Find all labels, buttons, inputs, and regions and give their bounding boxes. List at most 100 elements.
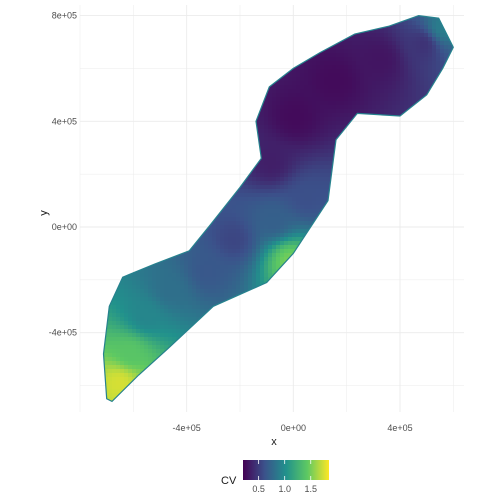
- cv-cell: [432, 177, 437, 182]
- cv-cell: [188, 109, 193, 114]
- cv-cell: [456, 125, 460, 129]
- cv-cell: [356, 81, 361, 86]
- cv-cell: [412, 69, 417, 74]
- cv-cell: [428, 177, 433, 182]
- cv-cell: [264, 73, 269, 78]
- cv-cell: [460, 93, 464, 97]
- cv-cell: [308, 125, 313, 130]
- cv-cell: [272, 105, 277, 110]
- cv-cell: [192, 61, 197, 66]
- cv-cell: [204, 137, 209, 142]
- cv-cell: [180, 209, 185, 214]
- cv-cell: [380, 41, 385, 46]
- cv-cell: [232, 137, 237, 142]
- cv-cell: [216, 17, 221, 22]
- cv-cell: [144, 105, 149, 110]
- cv-cell: [260, 41, 265, 46]
- cv-cell: [136, 145, 141, 150]
- cv-cell: [212, 157, 217, 162]
- cv-cell: [376, 73, 381, 78]
- cv-cell: [288, 149, 293, 154]
- cv-cell: [84, 165, 88, 169]
- cv-cell: [428, 97, 433, 102]
- cv-cell: [204, 197, 209, 202]
- cv-cell: [304, 165, 309, 170]
- cv-cell: [212, 161, 217, 166]
- cv-cell: [260, 93, 265, 98]
- cv-cell: [456, 21, 460, 25]
- cv-cell: [452, 173, 454, 178]
- cv-cell: [420, 157, 425, 162]
- cv-cell: [336, 65, 341, 70]
- cv-cell: [104, 93, 109, 98]
- cv-cell: [344, 33, 349, 38]
- cv-cell: [204, 45, 209, 50]
- cv-cell: [320, 25, 325, 30]
- cv-cell: [416, 173, 421, 178]
- cv-cell: [452, 85, 454, 90]
- cv-cell: [236, 189, 241, 194]
- cv-cell: [272, 157, 277, 162]
- cv-cell: [424, 197, 429, 202]
- cv-cell: [356, 145, 361, 150]
- cv-cell: [176, 77, 181, 82]
- cv-cell: [124, 209, 129, 214]
- cv-cell: [440, 113, 445, 118]
- cv-cell: [348, 73, 353, 78]
- cv-cell: [128, 197, 133, 202]
- cv-cell: [300, 69, 305, 74]
- cv-cell: [272, 49, 277, 54]
- cv-cell: [340, 53, 345, 58]
- cv-cell: [164, 165, 169, 170]
- cv-cell: [292, 53, 297, 58]
- cv-cell: [104, 17, 109, 22]
- cv-cell: [460, 65, 464, 69]
- cv-cell: [128, 185, 133, 190]
- cv-cell: [164, 205, 169, 210]
- cv-cell: [208, 85, 213, 90]
- cv-cell: [256, 89, 261, 94]
- cv-cell: [312, 33, 317, 38]
- cv-cell: [112, 65, 117, 70]
- cv-cell: [88, 17, 92, 21]
- cv-cell: [156, 81, 161, 86]
- cv-cell: [336, 145, 341, 150]
- cv-cell: [336, 97, 341, 102]
- cv-cell: [440, 161, 445, 166]
- cv-cell: [412, 89, 417, 94]
- cv-cell: [444, 169, 449, 174]
- cv-cell: [88, 61, 92, 65]
- cv-cell: [228, 165, 233, 170]
- cv-cell: [420, 137, 425, 142]
- cv-cell: [404, 157, 409, 162]
- cv-cell: [180, 33, 185, 38]
- cv-cell: [460, 53, 464, 57]
- cv-cell: [116, 161, 121, 166]
- cv-cell: [220, 181, 225, 186]
- cv-cell: [156, 25, 161, 30]
- cv-cell: [84, 137, 88, 141]
- cv-cell: [224, 177, 229, 182]
- cv-cell: [220, 53, 225, 58]
- cv-cell: [452, 105, 454, 110]
- cv-cell: [140, 41, 145, 46]
- cv-cell: [92, 105, 96, 109]
- cv-cell: [404, 97, 409, 102]
- cv-cell: [436, 181, 441, 186]
- cv-cell: [236, 89, 241, 94]
- cv-cell: [224, 189, 229, 194]
- cv-cell: [408, 33, 413, 38]
- cv-cell: [96, 25, 100, 29]
- cv-cell: [188, 125, 193, 130]
- cv-cell: [188, 149, 193, 154]
- cv-cell: [224, 81, 229, 86]
- cv-cell: [312, 97, 317, 102]
- cv-cell: [316, 129, 321, 134]
- cv-cell: [140, 141, 145, 146]
- cv-cell: [344, 45, 349, 50]
- cv-cell: [192, 33, 197, 38]
- cv-cell: [260, 141, 265, 146]
- cv-cell: [444, 177, 449, 182]
- cv-cell: [340, 105, 345, 110]
- cv-cell: [428, 169, 433, 174]
